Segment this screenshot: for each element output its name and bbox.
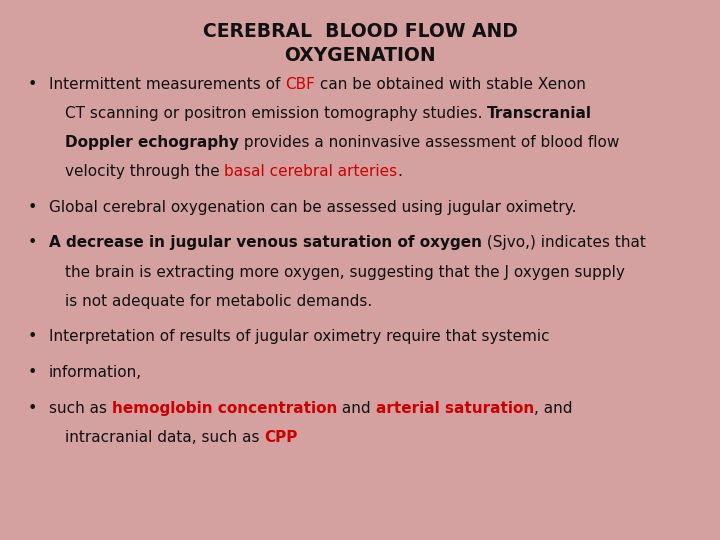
Text: Interpretation of results of jugular oximetry require that systemic: Interpretation of results of jugular oxi… bbox=[49, 329, 549, 345]
Text: OXYGENATION: OXYGENATION bbox=[284, 46, 436, 65]
Text: •: • bbox=[27, 365, 37, 380]
Text: the brain is extracting more oxygen, suggesting that the J oxygen supply: the brain is extracting more oxygen, sug… bbox=[65, 265, 625, 280]
Text: •: • bbox=[27, 200, 37, 215]
Text: •: • bbox=[27, 401, 37, 416]
Text: information,: information, bbox=[49, 365, 142, 380]
Text: •: • bbox=[27, 77, 37, 92]
Text: hemoglobin concentration: hemoglobin concentration bbox=[112, 401, 337, 416]
Text: basal cerebral arteries: basal cerebral arteries bbox=[225, 164, 397, 179]
Text: CPP: CPP bbox=[264, 430, 297, 445]
Text: arterial saturation: arterial saturation bbox=[376, 401, 534, 416]
Text: such as: such as bbox=[49, 401, 112, 416]
Text: •: • bbox=[27, 329, 37, 345]
Text: Intermittent measurements of: Intermittent measurements of bbox=[49, 77, 285, 92]
Text: •: • bbox=[27, 235, 37, 251]
Text: A decrease in jugular venous saturation of oxygen: A decrease in jugular venous saturation … bbox=[49, 235, 482, 251]
Text: CBF: CBF bbox=[285, 77, 315, 92]
Text: Global cerebral oxygenation can be assessed using jugular oximetry.: Global cerebral oxygenation can be asses… bbox=[49, 200, 577, 215]
Text: .: . bbox=[397, 164, 402, 179]
Text: is not adequate for metabolic demands.: is not adequate for metabolic demands. bbox=[65, 294, 372, 309]
Text: intracranial data, such as: intracranial data, such as bbox=[65, 430, 264, 445]
Text: and: and bbox=[337, 401, 376, 416]
Text: CT scanning or positron emission tomography studies.: CT scanning or positron emission tomogra… bbox=[65, 106, 487, 121]
Text: Transcranial: Transcranial bbox=[487, 106, 592, 121]
Text: (Sjvo,) indicates that: (Sjvo,) indicates that bbox=[482, 235, 646, 251]
Text: , and: , and bbox=[534, 401, 572, 416]
Text: provides a noninvasive assessment of blood flow: provides a noninvasive assessment of blo… bbox=[239, 135, 619, 150]
Text: CEREBRAL  BLOOD FLOW AND: CEREBRAL BLOOD FLOW AND bbox=[202, 22, 518, 40]
Text: can be obtained with stable Xenon: can be obtained with stable Xenon bbox=[315, 77, 586, 92]
Text: Doppler echography: Doppler echography bbox=[65, 135, 239, 150]
Text: velocity through the: velocity through the bbox=[65, 164, 225, 179]
